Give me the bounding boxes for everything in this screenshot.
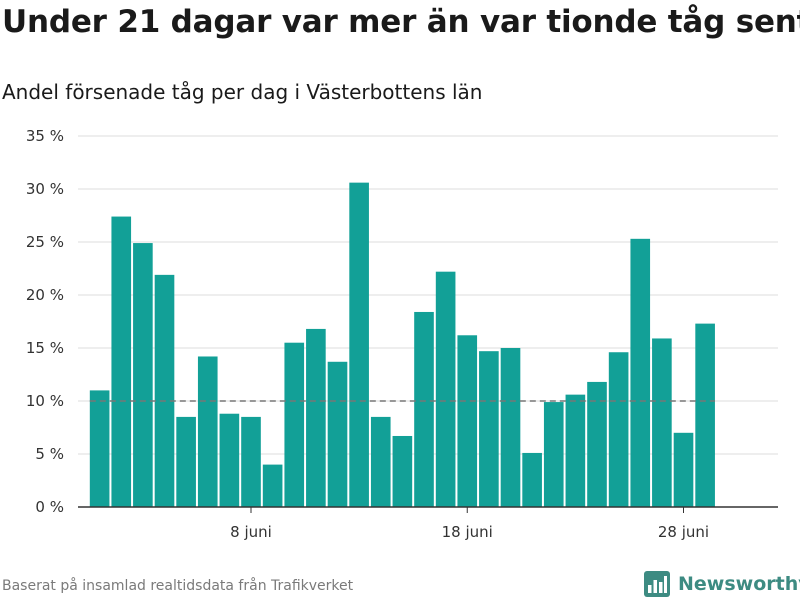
x-tick-label: 28 juni	[658, 523, 709, 541]
x-tick-label: 8 juni	[230, 523, 272, 541]
bar	[370, 416, 391, 507]
y-tick-label: 15 %	[26, 339, 64, 357]
bar	[197, 356, 218, 507]
bar	[500, 348, 521, 507]
bar	[349, 182, 369, 507]
y-tick-label: 30 %	[26, 180, 64, 198]
bar	[608, 352, 629, 507]
y-tick-label: 20 %	[26, 286, 64, 304]
bar	[241, 416, 261, 507]
bar	[673, 432, 694, 507]
bars	[89, 182, 715, 507]
y-tick-label: 5 %	[35, 445, 64, 463]
bar-chart-logo-icon	[644, 571, 670, 597]
bar	[522, 452, 542, 507]
brand-name: Newsworthy	[678, 573, 800, 595]
bar	[695, 323, 715, 507]
chart-subtitle: Andel försenade tåg per dag i Västerbott…	[2, 80, 483, 104]
bar	[306, 328, 326, 507]
bar	[457, 335, 478, 507]
y-tick-label: 0 %	[35, 498, 64, 516]
bar	[219, 413, 240, 507]
bar	[565, 394, 586, 507]
bar	[392, 435, 413, 507]
bar	[284, 342, 305, 507]
y-tick-label: 25 %	[26, 233, 64, 251]
bar	[435, 271, 456, 507]
bar	[176, 416, 196, 507]
y-tick-label: 10 %	[26, 392, 64, 410]
bar-chart: 0 % 5 % 10 % 15 % 20 % 25 % 30 % 35 % 8 juni 18 j…	[26, 127, 778, 541]
bar	[133, 243, 153, 507]
chart-title: Under 21 dagar var mer än var tionde tåg…	[2, 4, 800, 40]
brand-logo: Newsworthy	[644, 568, 800, 600]
axes: 0 % 5 % 10 % 15 % 20 % 25 % 30 % 35 % 8 juni 18 j…	[26, 127, 778, 541]
bar	[543, 402, 564, 507]
x-tick-label: 18 juni	[442, 523, 493, 541]
bar	[154, 274, 175, 507]
bar	[652, 338, 672, 507]
bar	[327, 361, 348, 507]
bar	[587, 381, 607, 507]
bar	[262, 464, 283, 507]
y-tick-label: 35 %	[26, 127, 64, 145]
bar	[479, 351, 499, 507]
source-note: Baserat på insamlad realtidsdata från Tr…	[2, 578, 354, 594]
bar	[89, 390, 110, 507]
bar	[630, 238, 651, 507]
bar	[414, 311, 434, 507]
bar	[111, 216, 132, 507]
